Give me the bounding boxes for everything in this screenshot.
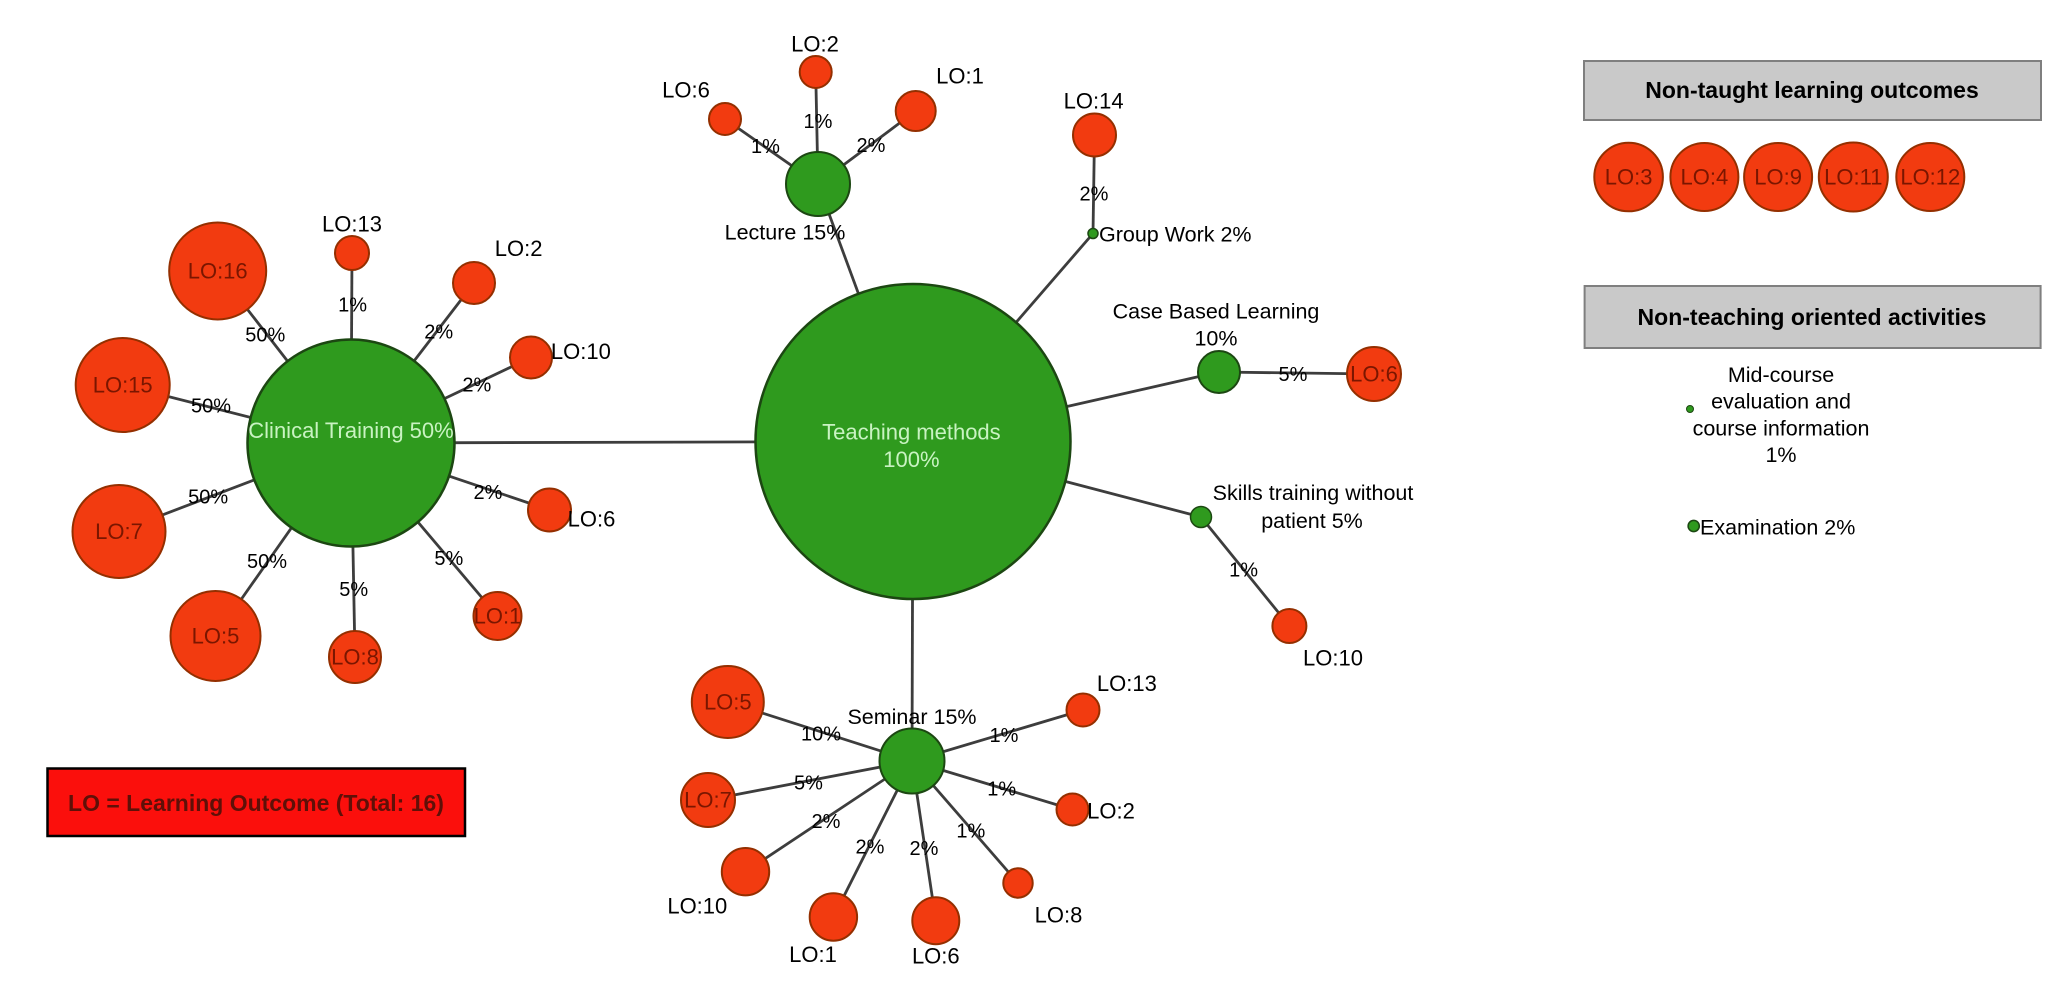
svg-text:1%: 1% — [804, 111, 833, 133]
svg-text:10%: 10% — [1194, 327, 1237, 351]
svg-text:LO:14: LO:14 — [1064, 88, 1124, 113]
svg-text:Clinical Training 50%: Clinical Training 50% — [248, 418, 453, 443]
svg-text:2%: 2% — [856, 836, 885, 858]
svg-text:LO:6: LO:6 — [662, 78, 710, 103]
svg-text:2%: 2% — [812, 811, 841, 833]
svg-text:1%: 1% — [1765, 443, 1796, 467]
svg-text:LO:12: LO:12 — [1900, 165, 1960, 190]
svg-text:Non-teaching oriented activiti: Non-teaching oriented activities — [1638, 304, 1987, 330]
svg-text:1%: 1% — [338, 295, 367, 317]
svg-text:LO:5: LO:5 — [704, 690, 752, 715]
svg-text:LO:7: LO:7 — [684, 788, 732, 813]
svg-text:LO:8: LO:8 — [331, 645, 379, 670]
svg-text:50%: 50% — [247, 551, 287, 573]
svg-text:Teaching methods: Teaching methods — [822, 420, 1001, 445]
svg-text:Examination 2%: Examination 2% — [1700, 516, 1855, 540]
svg-text:LO:10: LO:10 — [1303, 645, 1363, 670]
svg-text:1%: 1% — [987, 779, 1016, 801]
svg-text:LO:2: LO:2 — [791, 32, 839, 57]
svg-text:2%: 2% — [424, 322, 453, 344]
svg-text:course information: course information — [1693, 417, 1870, 441]
svg-text:Lecture 15%: Lecture 15% — [725, 221, 846, 245]
svg-text:LO:13: LO:13 — [1097, 671, 1157, 696]
svg-text:patient 5%: patient 5% — [1261, 509, 1363, 533]
svg-text:50%: 50% — [191, 395, 231, 417]
svg-text:LO:6: LO:6 — [912, 943, 960, 968]
svg-text:LO:3: LO:3 — [1605, 165, 1653, 190]
svg-text:Skills training without: Skills training without — [1213, 481, 1414, 505]
svg-text:LO:11: LO:11 — [1824, 165, 1882, 190]
svg-text:100%: 100% — [883, 447, 939, 472]
svg-text:2%: 2% — [1080, 183, 1109, 205]
svg-text:LO:6: LO:6 — [568, 507, 616, 532]
svg-text:1%: 1% — [956, 821, 985, 843]
svg-text:LO:9: LO:9 — [1754, 165, 1802, 190]
svg-text:5%: 5% — [1279, 364, 1308, 386]
svg-text:LO:2: LO:2 — [495, 236, 543, 261]
svg-text:LO:10: LO:10 — [667, 894, 727, 919]
svg-text:Non-taught learning outcomes: Non-taught learning outcomes — [1645, 77, 1979, 103]
svg-text:LO = Learning Outcome (Total:: LO = Learning Outcome (Total: 16) — [68, 790, 444, 816]
svg-text:LO:8: LO:8 — [1035, 902, 1083, 927]
svg-text:LO:16: LO:16 — [188, 259, 248, 284]
svg-text:10%: 10% — [801, 724, 841, 746]
svg-text:1%: 1% — [751, 136, 780, 158]
svg-text:LO:6: LO:6 — [1350, 362, 1398, 387]
svg-text:5%: 5% — [434, 548, 463, 570]
svg-text:LO:2: LO:2 — [1087, 798, 1135, 823]
svg-text:Group Work 2%: Group Work 2% — [1099, 223, 1252, 247]
svg-text:1%: 1% — [1229, 559, 1258, 581]
svg-text:LO:13: LO:13 — [322, 212, 382, 237]
svg-text:50%: 50% — [188, 487, 228, 509]
svg-text:LO:1: LO:1 — [474, 604, 522, 629]
svg-text:Seminar 15%: Seminar 15% — [847, 705, 976, 729]
svg-text:2%: 2% — [474, 482, 503, 504]
svg-text:50%: 50% — [245, 324, 285, 346]
svg-text:2%: 2% — [857, 135, 886, 157]
svg-text:LO:15: LO:15 — [93, 373, 153, 398]
svg-text:5%: 5% — [794, 773, 823, 795]
svg-text:1%: 1% — [990, 725, 1019, 747]
svg-text:LO:7: LO:7 — [95, 519, 143, 544]
svg-text:LO:1: LO:1 — [789, 942, 837, 967]
svg-text:evaluation and: evaluation and — [1711, 390, 1851, 414]
svg-text:2%: 2% — [910, 838, 939, 860]
svg-text:LO:10: LO:10 — [551, 339, 611, 364]
svg-text:2%: 2% — [462, 375, 491, 397]
svg-text:LO:4: LO:4 — [1681, 165, 1729, 190]
svg-text:LO:5: LO:5 — [192, 624, 240, 649]
svg-text:Case Based Learning: Case Based Learning — [1113, 300, 1320, 324]
svg-text:Mid-course: Mid-course — [1728, 363, 1834, 387]
svg-text:5%: 5% — [339, 579, 368, 601]
svg-text:LO:1: LO:1 — [936, 64, 984, 89]
